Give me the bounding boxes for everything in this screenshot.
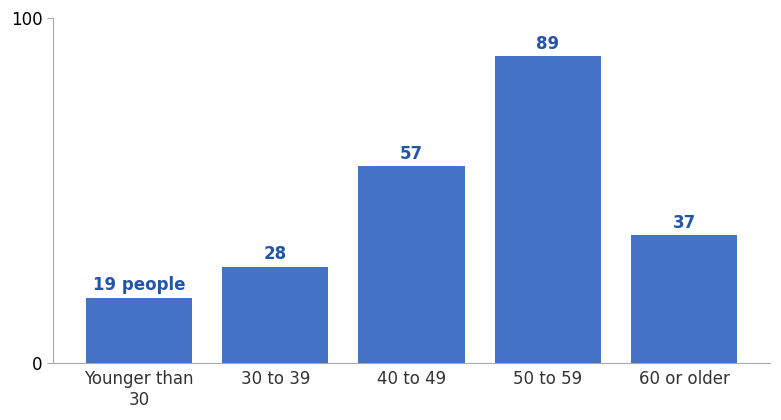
Bar [358,166,465,363]
Bar [494,56,601,363]
Text: 28: 28 [264,245,287,263]
Text: 19 people: 19 people [93,276,185,294]
Text: 37: 37 [672,214,696,232]
Text: 57: 57 [400,145,423,163]
Bar [86,298,192,363]
Bar [631,236,737,363]
Bar [222,267,328,363]
Text: 89: 89 [537,34,559,52]
